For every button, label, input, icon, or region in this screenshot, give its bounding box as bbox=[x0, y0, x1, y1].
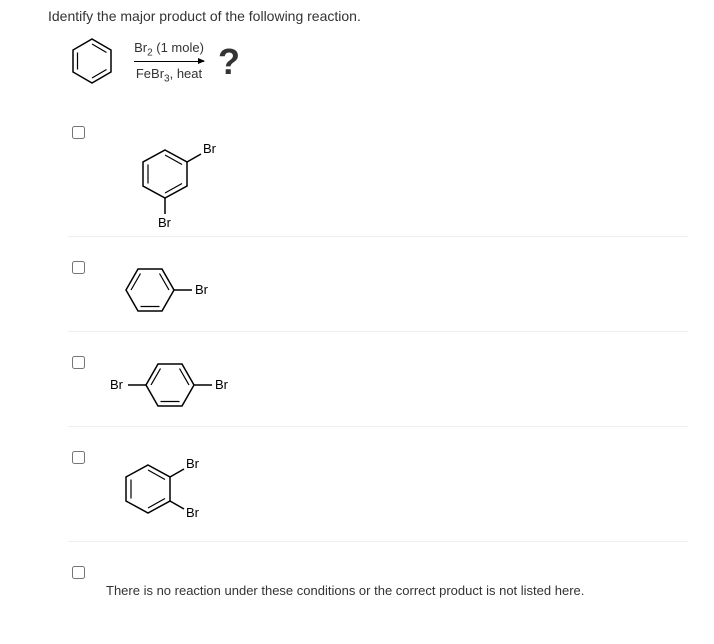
svg-text:Br: Br bbox=[195, 282, 209, 297]
svg-text:Br: Br bbox=[158, 215, 172, 230]
reagent-bottom: FeBr3, heat bbox=[136, 66, 202, 85]
option-b-structure: Br bbox=[106, 255, 246, 325]
option-a: Br Br bbox=[68, 120, 688, 237]
option-c-checkbox[interactable] bbox=[72, 356, 85, 369]
answer-options: Br Br bbox=[68, 120, 714, 626]
svg-text:Br: Br bbox=[215, 377, 229, 392]
svg-text:Br: Br bbox=[186, 505, 200, 520]
option-e-text: There is no reaction under these conditi… bbox=[106, 583, 584, 598]
benzene-reactant bbox=[64, 34, 120, 90]
option-c: Br Br bbox=[68, 350, 688, 427]
reaction-conditions: Br2 (1 mole) FeBr3, heat bbox=[134, 40, 204, 84]
svg-text:Br: Br bbox=[186, 456, 200, 471]
option-d-structure: Br Br bbox=[106, 445, 246, 535]
option-e: There is no reaction under these conditi… bbox=[68, 560, 688, 626]
option-a-checkbox[interactable] bbox=[72, 126, 85, 139]
reaction-scheme: Br2 (1 mole) FeBr3, heat ? bbox=[64, 34, 714, 90]
option-e-checkbox[interactable] bbox=[72, 566, 85, 579]
option-b: Br bbox=[68, 255, 688, 332]
option-d-checkbox[interactable] bbox=[72, 451, 85, 464]
question-prompt: Identify the major product of the follow… bbox=[48, 8, 714, 24]
reaction-arrow bbox=[134, 59, 204, 66]
svg-text:Br: Br bbox=[110, 377, 124, 392]
option-d: Br Br bbox=[68, 445, 688, 542]
svg-text:Br: Br bbox=[203, 141, 217, 156]
option-a-structure: Br Br bbox=[106, 120, 246, 230]
reagent-top: Br2 (1 mole) bbox=[134, 40, 204, 59]
option-b-checkbox[interactable] bbox=[72, 261, 85, 274]
product-placeholder: ? bbox=[218, 44, 240, 80]
option-c-structure: Br Br bbox=[106, 350, 286, 420]
